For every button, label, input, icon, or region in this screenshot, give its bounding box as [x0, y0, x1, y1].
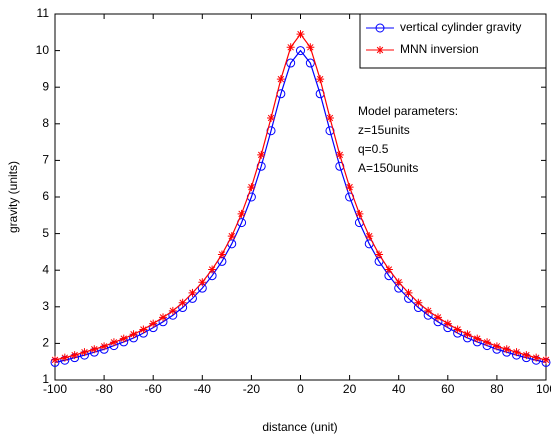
data-point — [384, 265, 393, 274]
x-tick-label: -40 — [194, 382, 212, 396]
x-tick-label: 80 — [490, 382, 504, 396]
data-point — [335, 150, 344, 159]
data-point — [139, 325, 148, 334]
y-tick-label: 1 — [42, 372, 49, 386]
data-point — [149, 319, 158, 328]
x-tick-label: 0 — [297, 382, 304, 396]
data-point — [306, 43, 315, 52]
data-point — [522, 351, 531, 360]
data-point — [188, 288, 197, 297]
data-point — [355, 209, 364, 218]
x-axis-label: distance (unit) — [262, 420, 337, 434]
data-point — [424, 306, 433, 315]
annotation: A=150units — [358, 161, 418, 175]
data-point — [60, 353, 69, 362]
data-point — [443, 319, 452, 328]
annotation: q=0.5 — [358, 142, 389, 156]
data-point — [433, 313, 442, 322]
data-point — [129, 330, 138, 339]
y-tick-label: 6 — [42, 189, 49, 203]
data-point — [375, 250, 384, 259]
data-point — [257, 150, 266, 159]
legend-label: MNN inversion — [400, 42, 479, 56]
data-point — [178, 298, 187, 307]
data-point — [463, 330, 472, 339]
data-point — [296, 30, 305, 39]
data-point — [51, 355, 59, 364]
data-point — [483, 338, 492, 347]
x-tick-label: 100 — [536, 382, 551, 396]
data-point — [286, 43, 295, 52]
data-point — [109, 338, 118, 347]
legend-marker — [376, 46, 384, 54]
x-tick-label: -20 — [243, 382, 261, 396]
data-point — [70, 351, 79, 360]
data-point — [316, 75, 325, 84]
data-point — [227, 232, 236, 241]
x-tick-label: -100 — [43, 382, 67, 396]
legend-box — [359, 13, 547, 69]
legend-marker — [375, 23, 385, 33]
y-tick-label: 10 — [36, 43, 50, 57]
plot-frame — [54, 13, 547, 381]
data-point — [542, 355, 550, 364]
y-axis-label: gravity (units) — [6, 161, 20, 233]
y-tick-label: 2 — [42, 336, 49, 350]
y-tick-label: 5 — [42, 226, 49, 240]
data-point — [247, 183, 256, 192]
annotation: Model parameters: — [358, 104, 458, 118]
data-point — [267, 113, 276, 122]
data-point — [168, 306, 177, 315]
data-point — [217, 250, 226, 259]
data-point — [208, 265, 217, 274]
data-point — [198, 278, 207, 287]
y-tick-label: 7 — [42, 153, 49, 167]
data-point — [512, 348, 521, 357]
data-point — [90, 345, 99, 354]
data-point — [296, 46, 305, 56]
data-point — [404, 288, 413, 297]
data-point — [492, 342, 501, 351]
x-tick-label: 60 — [441, 382, 455, 396]
data-point — [532, 353, 541, 362]
data-point — [276, 75, 285, 84]
data-point — [414, 298, 423, 307]
data-point — [502, 345, 511, 354]
data-point — [159, 313, 168, 322]
data-point — [453, 325, 462, 334]
x-tick-label: 40 — [392, 382, 406, 396]
data-point — [345, 183, 354, 192]
y-tick-label: 11 — [37, 6, 50, 20]
data-point — [100, 342, 109, 351]
data-point — [305, 58, 315, 68]
y-tick-label: 4 — [42, 262, 49, 276]
annotation: z=15units — [358, 123, 410, 137]
data-point — [237, 209, 246, 218]
x-tick-label: 20 — [343, 382, 357, 396]
legend-label: vertical cylinder gravity — [400, 20, 521, 34]
y-tick-label: 3 — [42, 299, 49, 313]
data-point — [119, 334, 128, 343]
x-tick-label: -60 — [145, 382, 163, 396]
y-tick-label: 9 — [42, 79, 49, 93]
data-point — [394, 278, 403, 287]
data-point — [473, 334, 482, 343]
data-point — [365, 232, 374, 241]
data-point — [325, 113, 334, 122]
x-tick-label: -80 — [95, 382, 113, 396]
y-tick-label: 8 — [42, 116, 49, 130]
data-point — [80, 348, 89, 357]
data-point — [286, 58, 296, 68]
